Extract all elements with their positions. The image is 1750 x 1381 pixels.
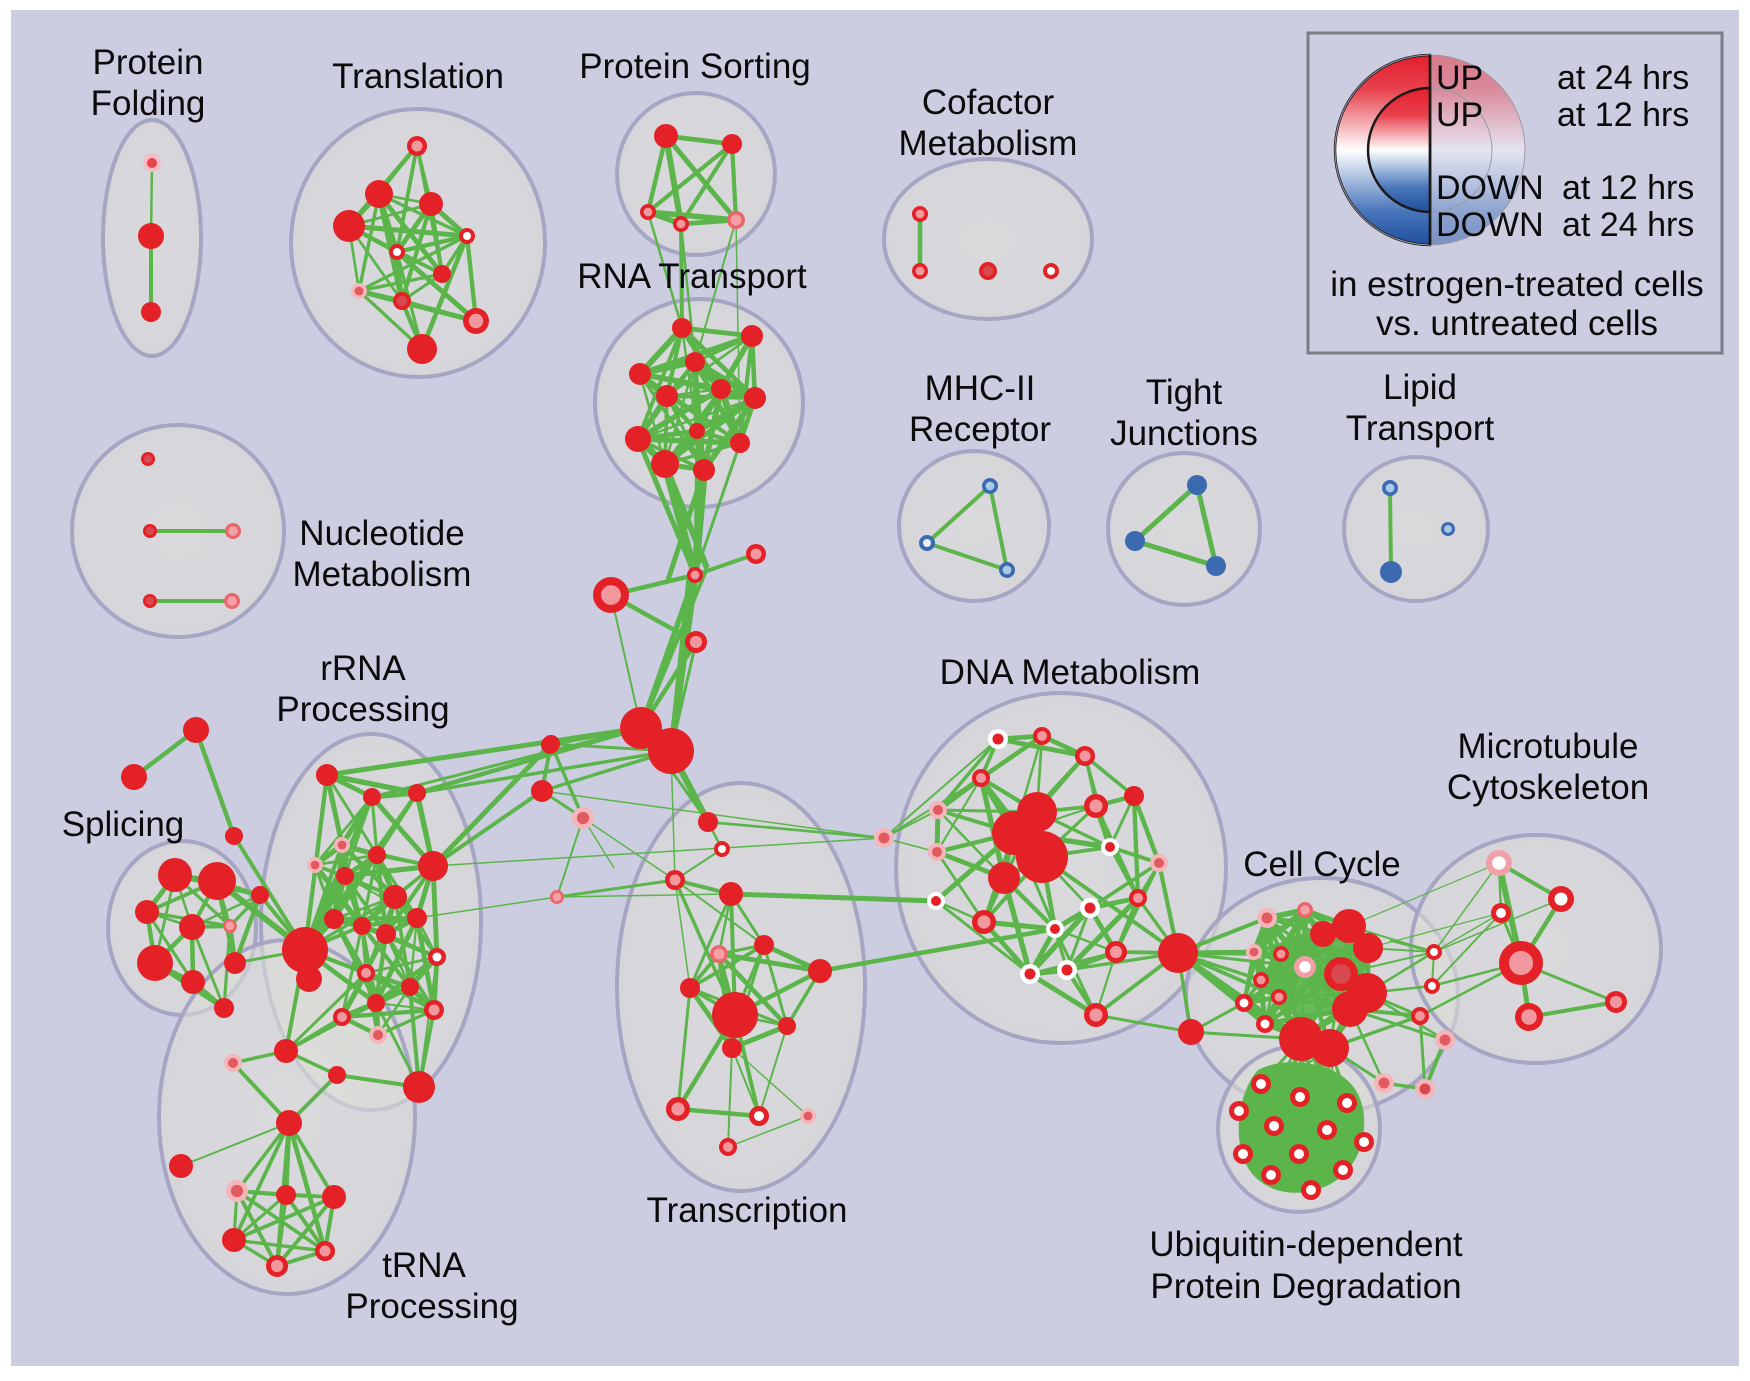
svg-text:Protein Sorting: Protein Sorting [579, 47, 811, 86]
svg-text:RNA Transport: RNA Transport [577, 257, 807, 296]
svg-text:Protein: Protein [93, 43, 204, 82]
svg-text:Splicing: Splicing [62, 805, 185, 844]
svg-text:Processing: Processing [276, 690, 449, 729]
svg-text:DOWN: DOWN [1436, 206, 1544, 244]
svg-text:at 12 hrs: at 12 hrs [1562, 169, 1694, 207]
svg-text:Transcription: Transcription [647, 1191, 848, 1230]
svg-text:Transport: Transport [1346, 409, 1495, 448]
svg-text:Cytoskeleton: Cytoskeleton [1447, 768, 1649, 807]
svg-text:Receptor: Receptor [909, 410, 1051, 449]
svg-text:at 24 hrs: at 24 hrs [1557, 59, 1689, 97]
svg-text:Junctions: Junctions [1110, 414, 1258, 453]
svg-text:Metabolism: Metabolism [899, 124, 1078, 163]
svg-text:Folding: Folding [91, 84, 206, 123]
svg-text:DOWN: DOWN [1436, 169, 1544, 207]
svg-text:at 24 hrs: at 24 hrs [1562, 206, 1694, 244]
svg-text:vs. untreated cells: vs. untreated cells [1376, 304, 1658, 343]
svg-text:Protein Degradation: Protein Degradation [1150, 1267, 1461, 1306]
svg-text:Ubiquitin-dependent: Ubiquitin-dependent [1149, 1225, 1463, 1264]
svg-text:Cell Cycle: Cell Cycle [1243, 845, 1401, 884]
svg-text:UP: UP [1436, 59, 1483, 97]
svg-text:DNA Metabolism: DNA Metabolism [940, 653, 1201, 692]
svg-text:UP: UP [1436, 96, 1483, 134]
svg-text:Processing: Processing [345, 1287, 518, 1326]
svg-text:Cofactor: Cofactor [922, 83, 1055, 122]
svg-text:Translation: Translation [332, 57, 504, 96]
svg-text:tRNA: tRNA [382, 1246, 466, 1285]
svg-text:at 12 hrs: at 12 hrs [1557, 96, 1689, 134]
svg-text:in estrogen-treated cells: in estrogen-treated cells [1330, 265, 1704, 304]
svg-text:MHC-II: MHC-II [925, 369, 1036, 408]
svg-text:rRNA: rRNA [320, 649, 406, 688]
svg-text:Tight: Tight [1146, 373, 1223, 412]
svg-text:Lipid: Lipid [1383, 368, 1457, 407]
svg-text:Microtubule: Microtubule [1458, 727, 1639, 766]
svg-text:Nucleotide: Nucleotide [299, 514, 464, 553]
svg-text:Metabolism: Metabolism [293, 555, 472, 594]
